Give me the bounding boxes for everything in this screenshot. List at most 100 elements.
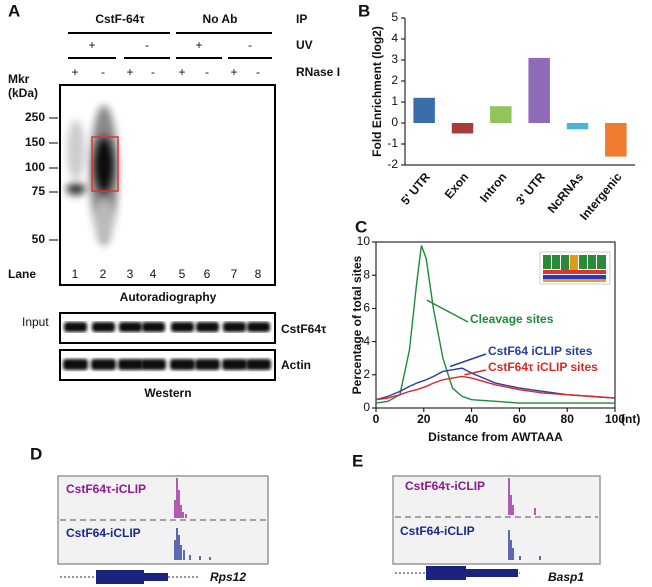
y-tick-label: 2 xyxy=(391,73,398,87)
marker-label: 250 xyxy=(25,110,45,124)
gel-signal xyxy=(66,105,118,245)
logo-glyph xyxy=(561,255,569,271)
uv-sign: - xyxy=(248,38,252,52)
y-tick-label: 6 xyxy=(363,301,370,315)
panel-label: A xyxy=(8,1,20,20)
y-tick-label: 2 xyxy=(363,367,370,381)
lane-number: 1 xyxy=(72,267,79,281)
y-tick-label: 8 xyxy=(363,267,370,281)
gene-name: Basp1 xyxy=(548,570,584,584)
callout-arrow xyxy=(449,353,487,368)
rnase-sign: - xyxy=(151,65,155,79)
lane-number: 5 xyxy=(179,267,186,281)
rnase-sign: + xyxy=(178,65,185,79)
x-unit: (nt) xyxy=(621,412,640,426)
ip-group: CstF-64τ xyxy=(95,12,145,26)
uv-sign: + xyxy=(88,38,95,52)
marker-label: 50 xyxy=(32,232,46,246)
lane-number: 2 xyxy=(100,267,107,281)
bar xyxy=(490,106,512,123)
series-line xyxy=(375,245,615,404)
logo-glyph xyxy=(588,255,596,269)
series-line xyxy=(375,367,616,401)
x-tick-label: Exon xyxy=(442,170,472,201)
y-tick-label: -2 xyxy=(387,157,398,171)
band xyxy=(118,359,143,370)
rnase-sign: - xyxy=(205,65,209,79)
x-tick-label: 3' UTR xyxy=(513,170,548,208)
plot-frame xyxy=(375,241,616,409)
x-tick-label: 80 xyxy=(561,412,575,426)
rnase-sign: - xyxy=(256,65,260,79)
gene-name: Rps12 xyxy=(210,570,246,584)
panel-a: A CstF-64τ No Ab IP UV RNase I Mkr (kDa)… xyxy=(8,1,340,400)
band xyxy=(64,322,87,332)
gene-utr xyxy=(144,573,168,581)
logo-glyph xyxy=(543,279,606,282)
bar xyxy=(605,123,627,157)
peak xyxy=(508,530,541,560)
y-tick-label: 10 xyxy=(357,234,371,248)
x-tick-label: 20 xyxy=(417,412,431,426)
y-tick-label: 4 xyxy=(363,334,370,348)
uv-sign: - xyxy=(145,38,149,52)
logo-glyph xyxy=(552,255,560,269)
panel-label: D xyxy=(30,444,42,463)
row-label: UV xyxy=(296,38,313,52)
peak xyxy=(508,478,536,515)
x-axis-title: Distance from AWTAAA xyxy=(428,430,563,444)
band xyxy=(119,322,142,332)
panel-d: D CstF64τ-iCLIP CstF64-iCLIP Rps12 xyxy=(30,444,269,584)
y-tick-label: 0 xyxy=(363,400,370,414)
series-line xyxy=(375,375,616,401)
lane-number: 6 xyxy=(204,267,211,281)
rnase-sign: + xyxy=(230,65,237,79)
marker-title: (kDa) xyxy=(8,86,38,100)
gene-exon xyxy=(426,566,466,580)
ip-group: No Ab xyxy=(203,12,238,26)
highlight-box xyxy=(91,136,119,192)
panel-label: C xyxy=(355,217,367,236)
lane-number: 7 xyxy=(231,267,238,281)
y-axis-title: Fold Enrichment (log2) xyxy=(370,26,384,157)
band xyxy=(170,359,195,370)
y-tick-label: 3 xyxy=(391,52,398,66)
x-tick-label: 100 xyxy=(605,412,625,426)
y-tick-label: -1 xyxy=(387,136,398,150)
row-label: IP xyxy=(296,12,307,26)
band xyxy=(141,359,166,370)
panel-e: E CstF64τ-iCLIP CstF64-iCLIP Basp1 xyxy=(352,451,601,584)
legend-label: CstF64 iCLIP sites xyxy=(488,344,593,358)
band xyxy=(92,322,115,332)
band xyxy=(142,322,165,332)
peak xyxy=(174,478,187,518)
x-tick-label: 40 xyxy=(465,412,479,426)
band xyxy=(91,359,116,370)
marker-label: 75 xyxy=(32,184,46,198)
track-label: CstF64τ-iCLIP xyxy=(405,479,485,493)
rnase-sign: + xyxy=(71,65,78,79)
lane-title: Lane xyxy=(8,267,36,281)
bar xyxy=(413,97,435,123)
y-tick-label: 0 xyxy=(391,115,398,129)
y-tick-label: 4 xyxy=(391,31,398,45)
logo-glyph xyxy=(543,270,606,274)
rnase-sign: + xyxy=(126,65,133,79)
callout-arrow xyxy=(426,299,469,323)
gene-exon xyxy=(96,570,144,584)
track-label: CstF64-iCLIP xyxy=(400,524,475,538)
caption: Autoradiography xyxy=(120,290,217,304)
logo-glyph xyxy=(579,255,587,269)
logo-glyph xyxy=(597,255,606,269)
bar xyxy=(566,123,589,130)
bar xyxy=(451,123,474,134)
logo-glyph xyxy=(543,255,551,269)
x-tick-label: 60 xyxy=(513,412,527,426)
track-box xyxy=(392,475,601,565)
caption: Western xyxy=(144,386,191,400)
logo-glyph xyxy=(543,275,606,279)
band xyxy=(247,322,270,332)
marker-title: Mkr xyxy=(8,72,30,86)
